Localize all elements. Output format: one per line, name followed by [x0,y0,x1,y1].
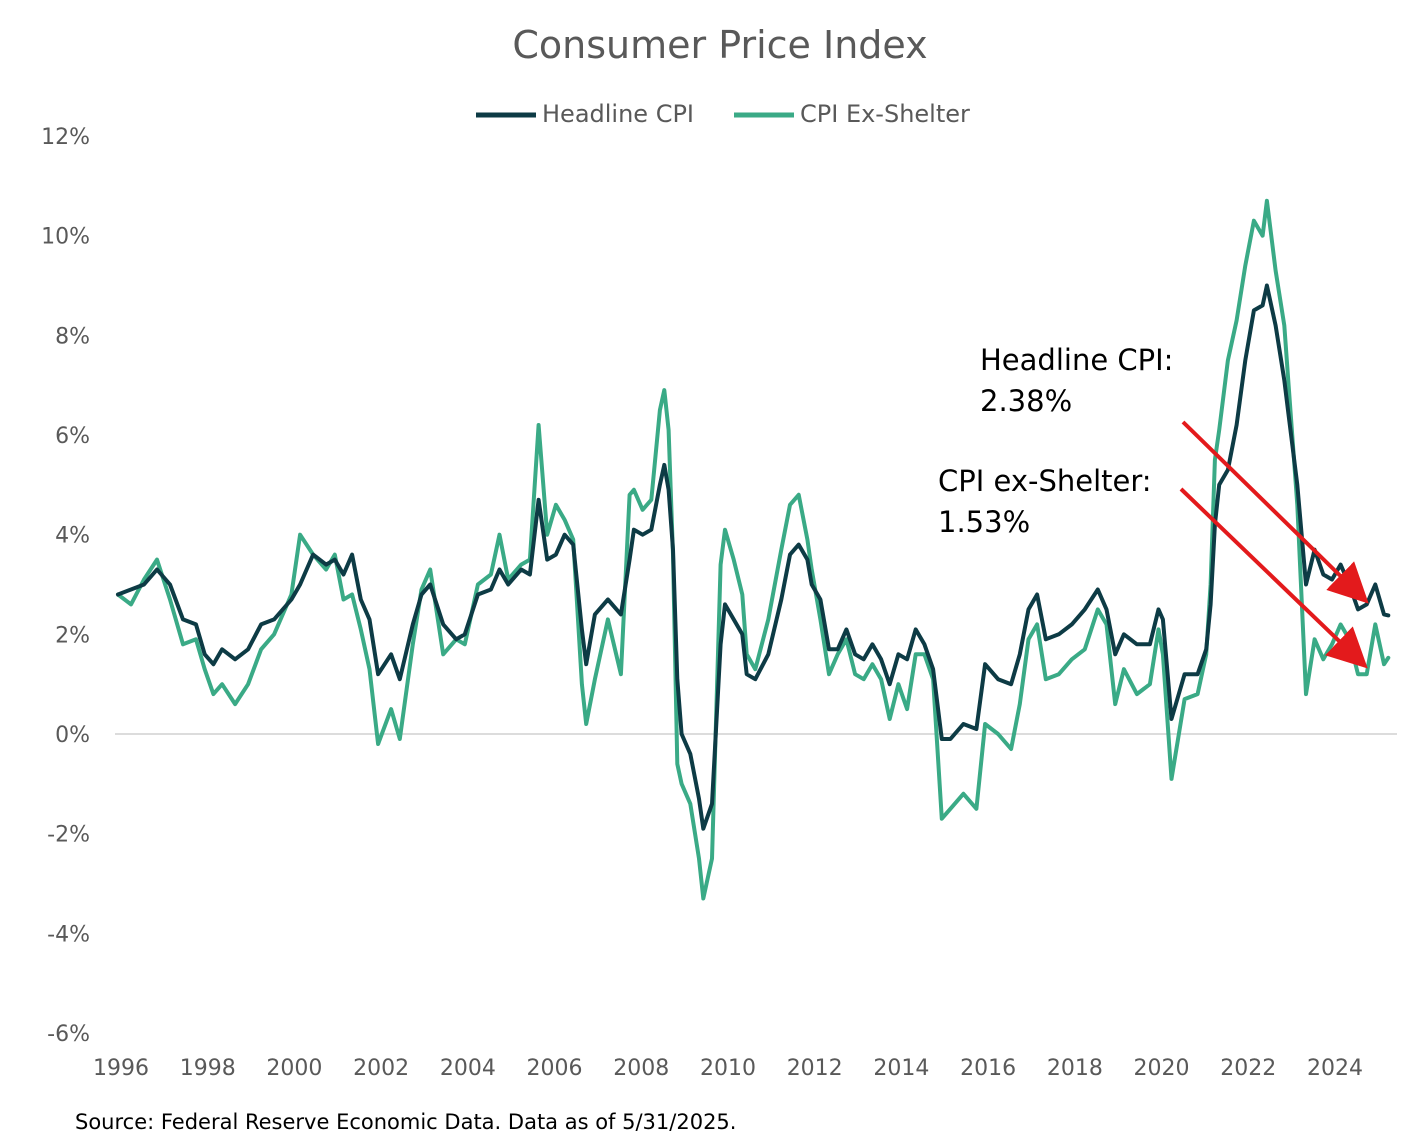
series-line-cpi-ex-shelter [116,198,1391,901]
x-tick-label: 1998 [180,1056,236,1081]
x-axis: 1996 1998 2000 2002 2004 2006 2008 2010 2012 2014… [93,1056,1363,1081]
x-tick-label: 2014 [873,1056,929,1081]
y-tick-label: -4% [47,922,90,947]
x-tick-label: 2012 [787,1056,843,1081]
y-tick-label: 2% [55,623,90,648]
annotation-arrow-headline [1181,420,1369,604]
source-note: Source: Federal Reserve Economic Data. D… [75,1110,736,1134]
y-tick-label: 6% [55,424,90,449]
plot-area [116,198,1391,901]
x-tick-label: 2006 [527,1056,583,1081]
annotation-headline-label: Headline CPI: [980,343,1173,377]
annotation-ex-shelter-label: CPI ex-Shelter: [938,464,1152,498]
y-tick-label: 10% [41,225,90,250]
y-tick-label: -2% [47,823,90,848]
chart-title: Consumer Price Index [512,23,927,67]
x-tick-label: 2004 [440,1056,496,1081]
x-tick-label: 2010 [700,1056,756,1081]
annotation-headline-value: 2.38% [980,384,1072,418]
y-tick-label: 12% [41,125,90,150]
x-tick-label: 2018 [1047,1056,1103,1081]
annotation-ex-shelter-value: 1.53% [938,505,1030,539]
x-tick-label: 2016 [960,1056,1016,1081]
x-tick-label: 2022 [1220,1056,1276,1081]
y-tick-label: 8% [55,324,90,349]
series-line-headline-cpi [116,283,1391,831]
x-tick-label: 2000 [266,1056,322,1081]
y-tick-label: 4% [55,524,90,549]
legend-label-ex-shelter: CPI Ex-Shelter [800,100,970,128]
x-tick-label: 1996 [93,1056,149,1081]
y-tick-label: -6% [47,1022,90,1047]
x-tick-label: 2002 [353,1056,409,1081]
x-tick-label: 2020 [1134,1056,1190,1081]
annotation-arrow-ex-shelter [1179,487,1368,669]
x-tick-label: 2024 [1307,1056,1363,1081]
y-tick-label: 0% [55,723,90,748]
y-axis: -6% -4% -2% 0% 2% 4% 6% 8% 10% 12% [41,125,90,1047]
x-tick-label: 2008 [613,1056,669,1081]
legend: Headline CPI CPI Ex-Shelter [476,100,970,128]
legend-label-headline: Headline CPI [542,100,694,128]
